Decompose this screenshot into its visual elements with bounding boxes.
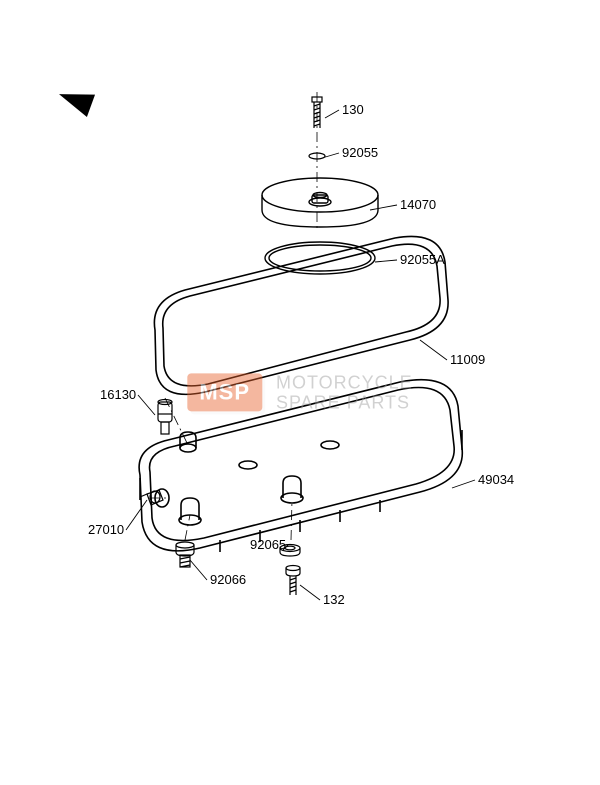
callout-132: 132 (323, 592, 345, 607)
parts-drawing (0, 0, 600, 785)
part-bolt-132 (286, 566, 300, 596)
callout-11009: 11009 (450, 352, 485, 367)
callout-92065: 92065 (250, 537, 286, 552)
part-plug-92066 (176, 542, 194, 567)
callout-130: 130 (342, 102, 364, 117)
callout-27010: 27010 (88, 522, 124, 537)
callout-14070: 14070 (400, 197, 436, 212)
part-cover-14070 (262, 178, 378, 227)
part-valve-16130 (158, 400, 172, 435)
callout-92055: 92055 (342, 145, 378, 160)
diagram-canvas: MSP MOTORCYCLE SPARE PARTS 1309205514070… (0, 0, 600, 785)
callout-92066: 92066 (210, 572, 246, 587)
callout-49034: 49034 (478, 472, 514, 487)
callout-16130: 16130 (100, 387, 136, 402)
callout-92055A: 92055A (400, 252, 445, 267)
